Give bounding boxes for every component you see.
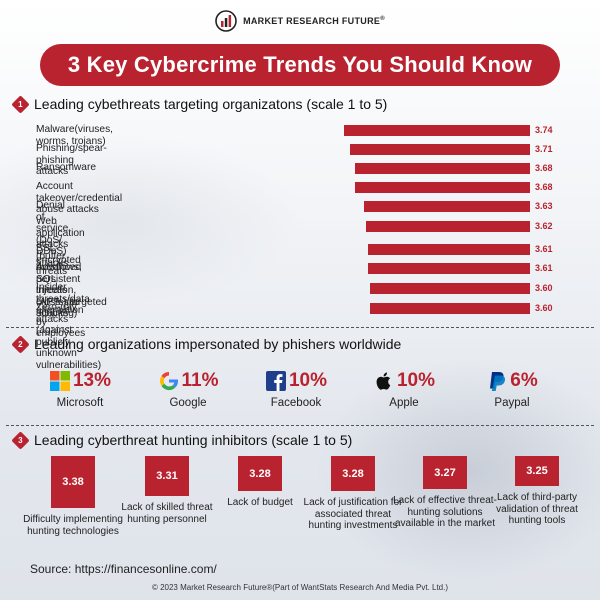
inhibitor-label: Lack of justification for associated thr… (303, 497, 403, 532)
section-number-badge: 3 (11, 430, 30, 450)
paypal-logo-icon (490, 372, 506, 391)
org-name: Google (169, 397, 207, 409)
bar (370, 303, 530, 314)
bar-label: SSL-encrypted threats (36, 243, 81, 277)
bar-label: Ransomware (36, 162, 97, 173)
org-facebook: 10% Facebook (246, 368, 346, 409)
org-percentage: 10% (396, 370, 436, 391)
apple-logo-icon (376, 372, 391, 390)
inhibitor-item: 3.38 Difficulty implementing hunting tech… (18, 456, 128, 537)
microsoft-logo-icon (49, 371, 70, 391)
inhibitor-label: Lack of effective threat-hunting solutio… (393, 495, 497, 530)
inhibitor-label: Difficulty implementing hunting technolo… (23, 514, 123, 537)
bar-value-label: 3.74 (535, 125, 553, 135)
bar (366, 221, 530, 232)
section-title: Leading cybethreats targeting organizato… (34, 96, 388, 112)
inhibitor-item: 3.27 Lack of effective threat-hunting sol… (390, 456, 500, 530)
section-number-badge: 1 (11, 94, 30, 114)
org-name: Apple (389, 397, 419, 409)
org-name: Paypal (494, 397, 530, 409)
bar-value-label: 3.60 (535, 283, 553, 293)
bar-label: Advanced persistent threats (APTs)/targe… (36, 262, 107, 319)
bar-value-label: 3.63 (535, 201, 553, 211)
inhibitor-value-box: 3.38 (51, 456, 95, 508)
page-title: 3 Key Cybercrime Trends You Should Know (67, 52, 533, 77)
bar-label: Denial of service (DoS/ DDoS) attacks (36, 200, 69, 269)
inhibitor-item: 3.28 Lack of justification for associated… (298, 456, 408, 532)
bar-label: Phishing/spear-phishing attacks (36, 143, 107, 177)
inhibitor-value-box: 3.25 (515, 456, 559, 486)
inhibitor-item: 3.25 Lack of third-party validation of th… (482, 456, 592, 527)
org-google: 11% Google (138, 368, 238, 409)
section-3-header: 3 Leading cyberthreat hunting inhibitors… (11, 430, 353, 450)
section-divider (6, 425, 594, 426)
bar (370, 283, 530, 294)
bar (355, 163, 530, 174)
bar (349, 144, 530, 155)
facebook-logo-icon (265, 371, 286, 391)
copyright-note: © 2023 Market Research Future®(Part of W… (151, 583, 449, 592)
source-note: Source: https://financesonline.com/ (30, 562, 217, 576)
brand-header: MARKET RESEARCH FUTURE® (0, 10, 600, 32)
org-name: Facebook (270, 397, 322, 409)
section-1-header: 1 Leading cybethreats targeting organiza… (11, 94, 388, 114)
bar (368, 263, 530, 274)
bar-label: Web application attacks (buffer overflow… (36, 216, 85, 319)
bar (368, 244, 530, 255)
bar-value-label: 3.62 (535, 221, 553, 231)
section-2-header: 2 Leading organizations impersonated by … (11, 334, 402, 354)
section-title: Leading organizations impersonated by ph… (34, 336, 402, 352)
bar-value-label: 3.61 (535, 244, 553, 254)
bar-value-label: 3.60 (535, 303, 553, 313)
brand-name: MARKET RESEARCH FUTURE® (243, 16, 385, 26)
org-percentage: 11% (181, 370, 219, 391)
bar-value-label: 3.61 (535, 263, 553, 273)
bar-value-label: 3.68 (535, 163, 553, 173)
inhibitor-item: 3.31 Lack of skilled threat hunting perso… (112, 456, 222, 525)
bar-value-label: 3.71 (535, 144, 553, 154)
inhibitor-value-box: 3.27 (423, 456, 467, 490)
org-paypal: 6% Paypal (462, 368, 562, 409)
bar-label: Insider threats/data alternation by empl… (36, 282, 90, 339)
org-percentage: 13% (72, 370, 112, 391)
bar-label: Malware(viruses, worms, trojans) (36, 124, 113, 147)
bar-value-label: 3.68 (535, 182, 553, 192)
bar (344, 125, 530, 136)
bar (355, 182, 530, 193)
section-divider (6, 327, 594, 328)
bar-label: Zero-day attacks (against publicly unkno… (36, 302, 102, 371)
title-banner: 3 Key Cybercrime Trends You Should Know (40, 44, 560, 86)
section-number-badge: 2 (11, 334, 30, 354)
bar (364, 201, 530, 212)
bar-label: Account takeover/credential abuse attack… (36, 181, 123, 215)
org-percentage: 6% (510, 370, 538, 391)
market-research-future-logo-icon (215, 10, 237, 32)
org-percentage: 10% (288, 370, 328, 391)
inhibitor-value-box: 3.28 (331, 456, 375, 492)
org-apple: 10% Apple (354, 368, 454, 409)
inhibitor-label: Lack of skilled threat hunting personnel (121, 502, 213, 525)
inhibitor-label: Lack of third-party validation of threat… (496, 492, 578, 526)
org-name: Microsoft (56, 397, 104, 409)
inhibitor-item: 3.28 Lack of budget (205, 456, 315, 509)
inhibitor-label: Lack of budget (227, 497, 293, 509)
org-microsoft: 13% Microsoft (30, 368, 130, 409)
section-title: Leading cyberthreat hunting inhibitors (… (34, 432, 353, 448)
google-logo-icon (159, 371, 178, 391)
inhibitor-value-box: 3.31 (145, 456, 189, 497)
inhibitor-value-box: 3.28 (238, 456, 282, 492)
